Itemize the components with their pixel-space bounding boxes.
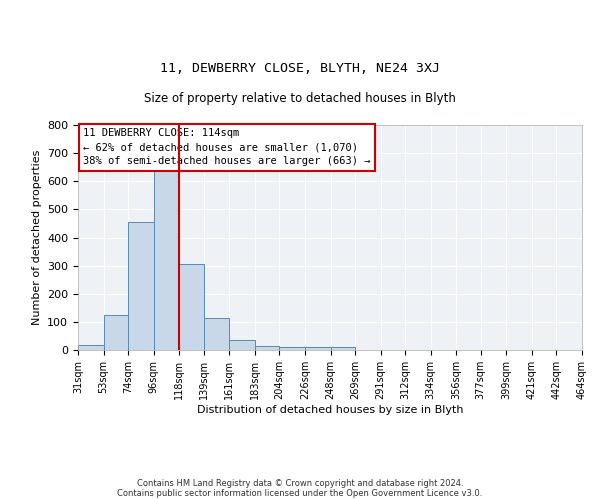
Bar — [154, 164, 179, 350]
Text: Size of property relative to detached houses in Blyth: Size of property relative to detached ho… — [144, 92, 456, 105]
Bar — [229, 340, 255, 350]
Y-axis label: Number of detached properties: Number of detached properties — [32, 150, 41, 325]
X-axis label: Distribution of detached houses by size in Blyth: Distribution of detached houses by size … — [197, 404, 463, 414]
Bar — [204, 318, 229, 350]
Bar — [128, 222, 154, 350]
Text: Contains public sector information licensed under the Open Government Licence v3: Contains public sector information licen… — [118, 488, 482, 498]
Bar — [179, 264, 204, 350]
Bar — [280, 347, 305, 350]
Bar — [78, 345, 104, 350]
Text: 11, DEWBERRY CLOSE, BLYTH, NE24 3XJ: 11, DEWBERRY CLOSE, BLYTH, NE24 3XJ — [160, 62, 440, 75]
Bar — [305, 347, 331, 350]
Bar — [104, 315, 128, 350]
Text: 11 DEWBERRY CLOSE: 114sqm
← 62% of detached houses are smaller (1,070)
38% of se: 11 DEWBERRY CLOSE: 114sqm ← 62% of detac… — [83, 128, 371, 166]
Bar — [255, 346, 280, 350]
Text: Contains HM Land Registry data © Crown copyright and database right 2024.: Contains HM Land Registry data © Crown c… — [137, 478, 463, 488]
Bar — [331, 347, 355, 350]
